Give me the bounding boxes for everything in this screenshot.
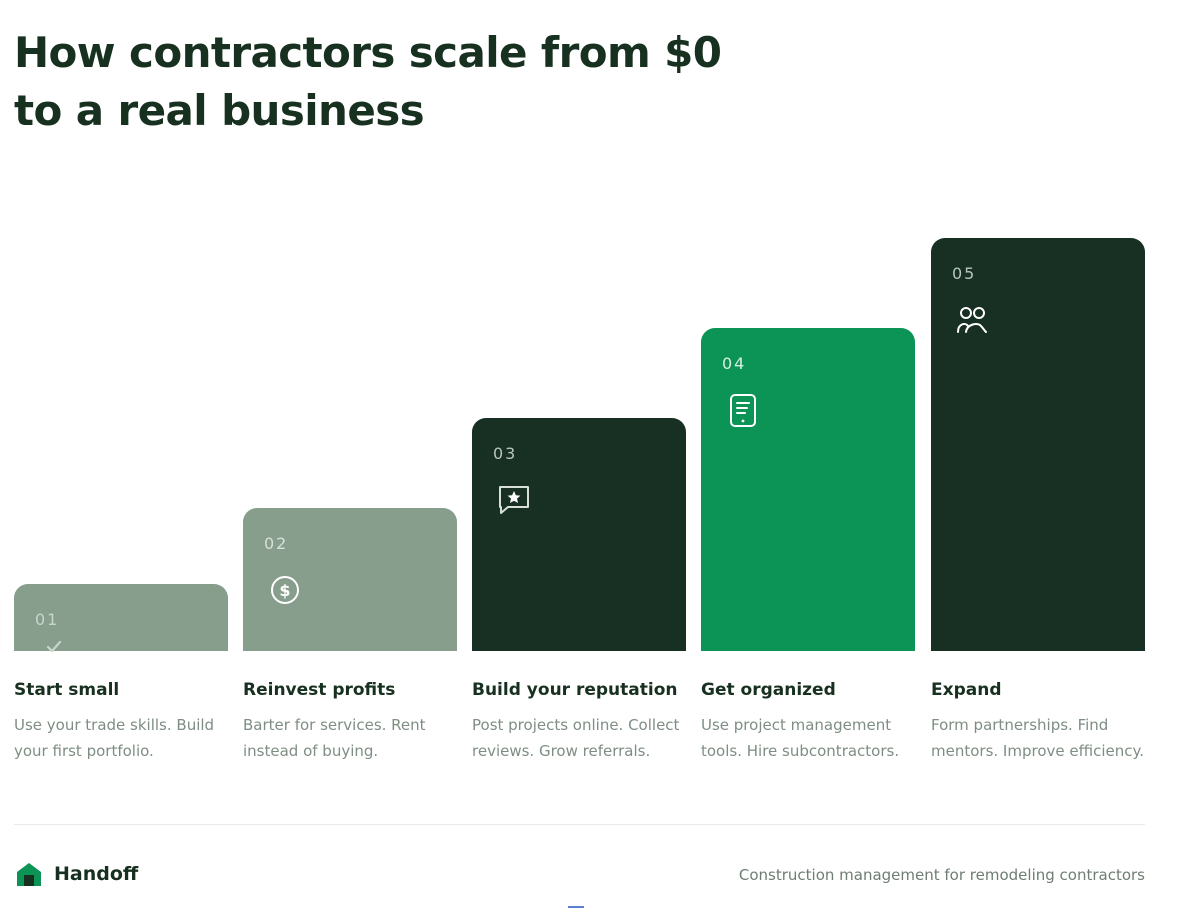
- step-bar-5: 05: [931, 238, 1145, 651]
- step-bar-3: 03: [472, 418, 686, 651]
- step-desc-5-line-1: Form partnerships. Find: [931, 716, 1109, 734]
- step-desc-4-line-2: tools. Hire subcontractors.: [701, 742, 900, 760]
- page-title: How contractors scale from $0 to a real …: [14, 24, 774, 140]
- step-desc-5: Form partnerships. Find mentors. Improve…: [931, 712, 1151, 764]
- title-line-2: to a real business: [14, 86, 425, 135]
- step-desc-2-line-2: instead of buying.: [243, 742, 379, 760]
- svg-text:$: $: [279, 581, 290, 600]
- team-icon: [955, 302, 991, 338]
- step-number-4: 04: [722, 354, 747, 373]
- step-title-4: Get organized: [701, 680, 836, 700]
- step-number-1: 01: [35, 610, 60, 629]
- title-line-1: How contractors scale from $0: [14, 28, 722, 77]
- step-title-3: Build your reputation: [472, 680, 678, 700]
- star-review-icon: [496, 482, 532, 518]
- footer-tagline: Construction management for remodeling c…: [738, 866, 1145, 884]
- footer-divider: [14, 824, 1145, 825]
- step-desc-1: Use your trade skills. Build your first …: [14, 712, 234, 764]
- step-bar-1: 01: [14, 584, 228, 653]
- step-desc-3-line-2: reviews. Grow referrals.: [472, 742, 651, 760]
- step-desc-1-line-1: Use your trade skills. Build: [14, 716, 215, 734]
- brand-name: Handoff: [54, 863, 139, 885]
- step-desc-4-line-1: Use project management: [701, 716, 892, 734]
- step-bar-2: 02 $: [243, 508, 457, 651]
- step-desc-5-line-2: mentors. Improve efficiency.: [931, 742, 1145, 760]
- step-title-2: Reinvest profits: [243, 680, 396, 700]
- step-desc-4: Use project management tools. Hire subco…: [701, 712, 921, 764]
- step-bar-4: 04: [701, 328, 915, 651]
- step-number-2: 02: [264, 534, 289, 553]
- brand[interactable]: Handoff: [16, 861, 138, 887]
- step-desc-3-line-1: Post projects online. Collect: [472, 716, 680, 734]
- step-number-3: 03: [493, 444, 518, 463]
- step-desc-3: Post projects online. Collect reviews. G…: [472, 712, 692, 764]
- checkmark-icon: [44, 636, 64, 656]
- scroll-indicator: [568, 906, 584, 908]
- house-logo-icon: [16, 861, 42, 887]
- step-desc-2-line-1: Barter for services. Rent: [243, 716, 426, 734]
- step-title-5: Expand: [931, 680, 1002, 700]
- step-title-1: Start small: [14, 680, 120, 700]
- step-number-5: 05: [952, 264, 977, 283]
- step-desc-1-line-2: your first portfolio.: [14, 742, 154, 760]
- step-desc-2: Barter for services. Rent instead of buy…: [243, 712, 463, 764]
- dollar-coin-icon: $: [267, 572, 303, 608]
- clipboard-device-icon: [725, 392, 761, 428]
